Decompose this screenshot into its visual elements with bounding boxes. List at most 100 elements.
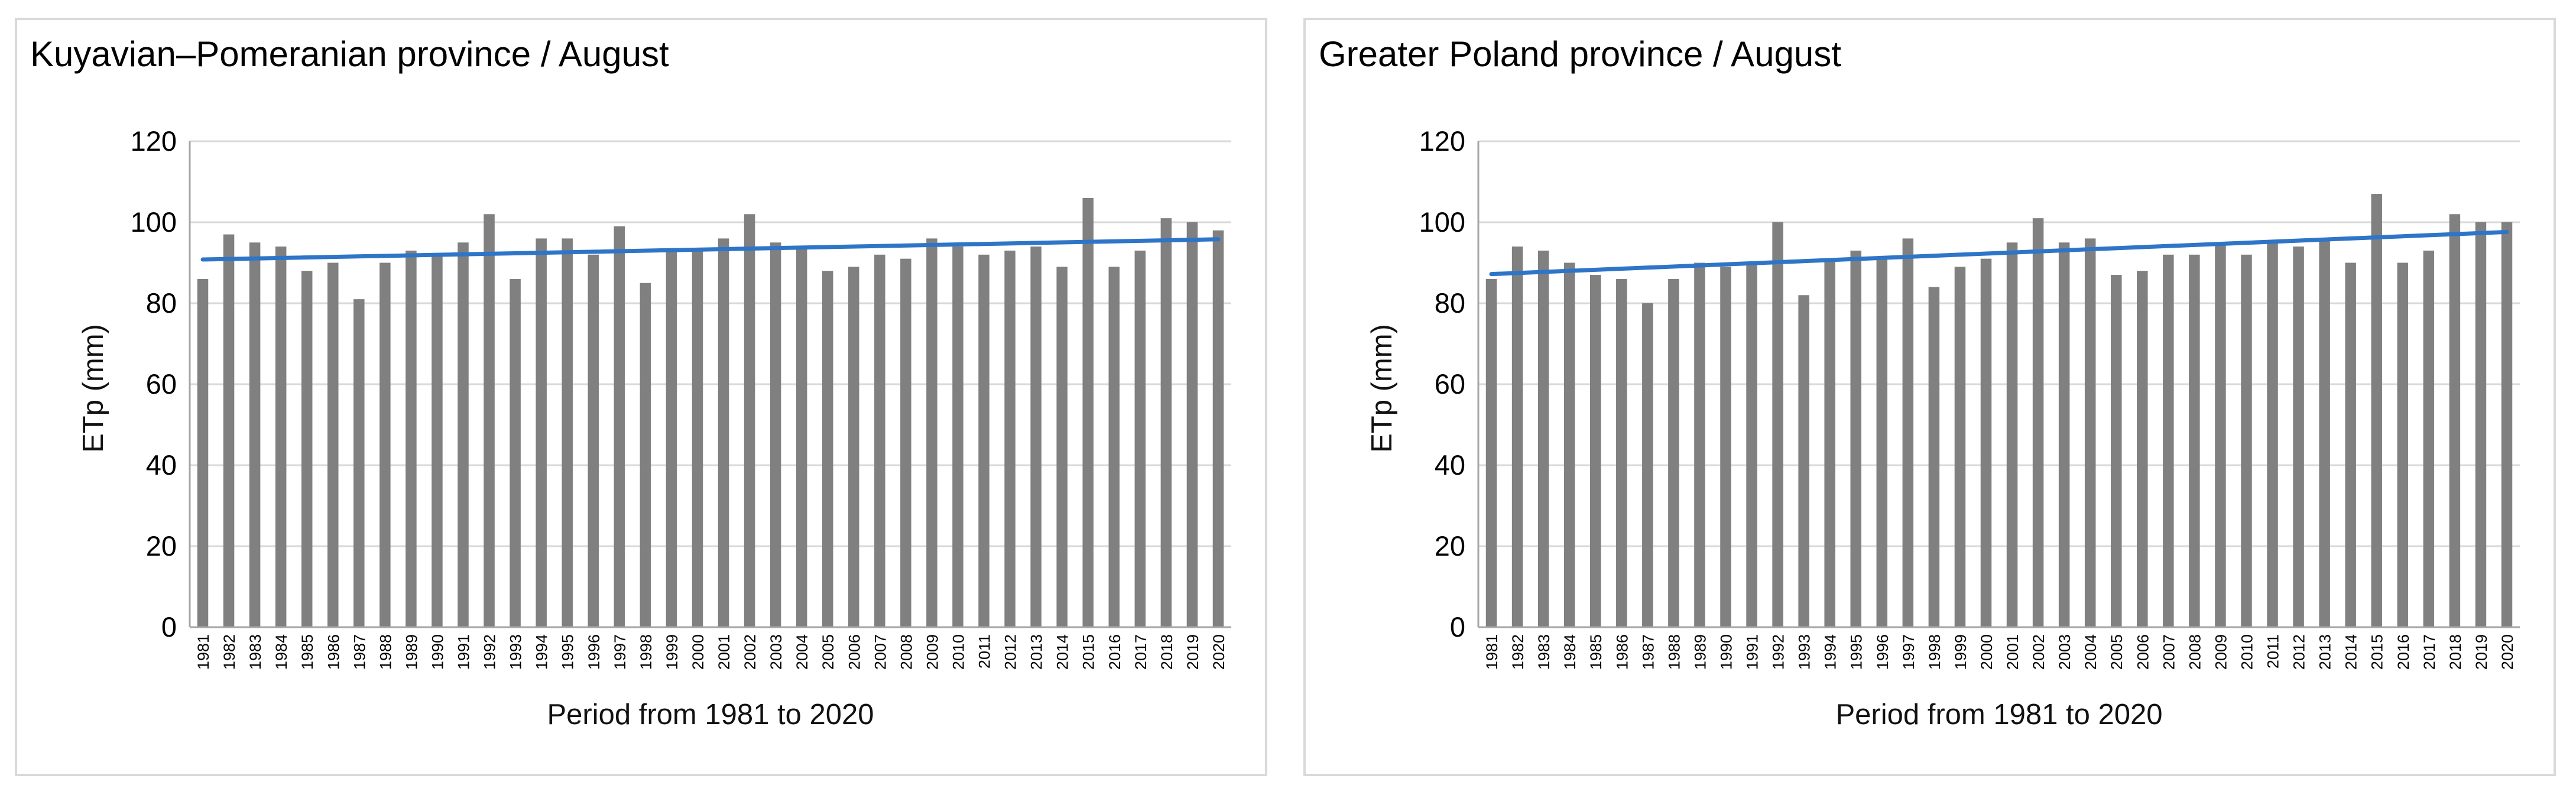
bar [536,238,547,627]
bar [1746,262,1757,627]
bar [1694,262,1705,627]
x-tick-label: 1982 [1509,634,1527,670]
bar [822,271,833,627]
bar [770,242,781,627]
bar [1485,278,1497,627]
bar [1642,303,1653,627]
chart-panel-kuyavian-pomeranian: Kuyavian–Pomeranian province / August 0 2… [15,18,1267,776]
bar [1563,262,1575,627]
bar [848,267,859,628]
x-tick-label: 2020 [1210,634,1228,670]
bar [744,214,755,627]
x-tick-label: 2017 [2421,634,2438,670]
x-tick-label: 1987 [1639,634,1657,670]
bar [275,246,287,628]
bars [1485,194,2513,628]
bar [1030,246,1042,628]
bar [1004,250,1016,627]
bar [2137,271,2148,627]
y-tick-label: 120 [131,125,177,157]
bar [1082,197,1094,627]
x-tick-label: 2008 [897,634,915,670]
x-tick-label: 2010 [949,634,967,670]
x-tick-labels: 1981 1982 1983 1984 1985 1986 1987 1988 1989 1990… [194,634,1228,670]
bar [2110,275,2122,627]
y-tick-label: 0 [1450,611,1465,643]
y-tick-label: 0 [161,611,177,643]
bar [640,283,651,627]
bars [197,197,1224,628]
chart-svg: Kuyavian–Pomeranian province / August 0 2… [30,34,1231,731]
bar [562,238,573,627]
x-tick-label: 2019 [1184,634,1202,670]
x-tick-label: 2010 [2238,634,2256,670]
bar [2397,262,2409,627]
bar [1589,275,1601,627]
x-tick-label: 1992 [1770,634,1787,670]
x-tick-label: 2008 [2186,634,2204,670]
bar [952,246,963,628]
x-tick-label: 1990 [1717,634,1735,670]
bar [2241,254,2252,627]
x-tick-label: 1995 [559,634,577,670]
x-tick-label: 2009 [2212,634,2230,670]
bar [327,262,339,627]
x-tick-label: 2014 [2343,634,2360,670]
y-axis-label: ETp (mm) [1366,324,1398,453]
x-tick-label: 1991 [455,634,473,670]
bar [510,278,521,627]
y-tick-label: 120 [1419,125,1465,157]
bar [432,254,443,627]
x-tick-label: 1987 [351,634,368,670]
x-tick-label: 1985 [1587,634,1605,670]
bar [1511,246,1523,628]
x-tick-label: 1981 [1483,634,1501,670]
x-tick-labels: 1981 1982 1983 1984 1985 1986 1987 1988 1989 1990… [1483,634,2516,670]
bar [1537,250,1549,627]
y-tick-label: 100 [1419,206,1465,238]
x-tick-label: 1993 [1796,634,1813,670]
x-tick-label: 2000 [689,634,707,670]
x-tick-label: 1984 [272,634,290,670]
bar [1902,238,1914,627]
x-tick-label: 2005 [2108,634,2126,670]
bar [1850,250,1861,627]
x-tick-label: 2016 [2395,634,2412,670]
x-tick-label: 1999 [663,634,681,670]
axes [189,141,1231,628]
x-tick-label: 1998 [1926,634,1944,670]
x-tick-label: 2017 [1132,634,1150,670]
x-tick-label: 2009 [923,634,941,670]
bar [2319,238,2330,627]
bar [1160,218,1172,627]
axes [1477,141,2520,628]
bar [2006,242,2018,627]
bar [1134,250,1146,627]
y-tick-label: 40 [146,449,177,481]
bar [874,254,885,627]
bar [2215,242,2226,627]
x-tick-label: 2001 [2004,634,2022,670]
y-tick-label: 80 [146,287,177,319]
bar [1798,295,1809,627]
x-tick-label: 1981 [194,634,212,670]
bar [223,234,235,627]
x-tick-label: 2006 [845,634,863,670]
x-tick-label: 1989 [1691,634,1709,670]
bar [301,271,313,627]
x-tick-label: 1988 [1665,634,1683,670]
bar [2423,250,2435,627]
bar [2267,242,2278,627]
y-tick-label: 20 [1435,530,1465,562]
x-tick-label: 2004 [793,634,811,670]
x-tick-label: 2002 [2030,634,2048,670]
x-tick-label: 2013 [1028,634,1046,670]
x-tick-label: 2005 [819,634,837,670]
bar [1772,222,1783,627]
x-axis-label: Period from 1981 to 2020 [547,699,874,731]
x-tick-label: 2006 [2134,634,2152,670]
x-tick-label: 1982 [220,634,238,670]
x-tick-label: 1986 [1613,634,1631,670]
y-axis-label: ETp (mm) [77,324,109,453]
bar [692,250,703,627]
